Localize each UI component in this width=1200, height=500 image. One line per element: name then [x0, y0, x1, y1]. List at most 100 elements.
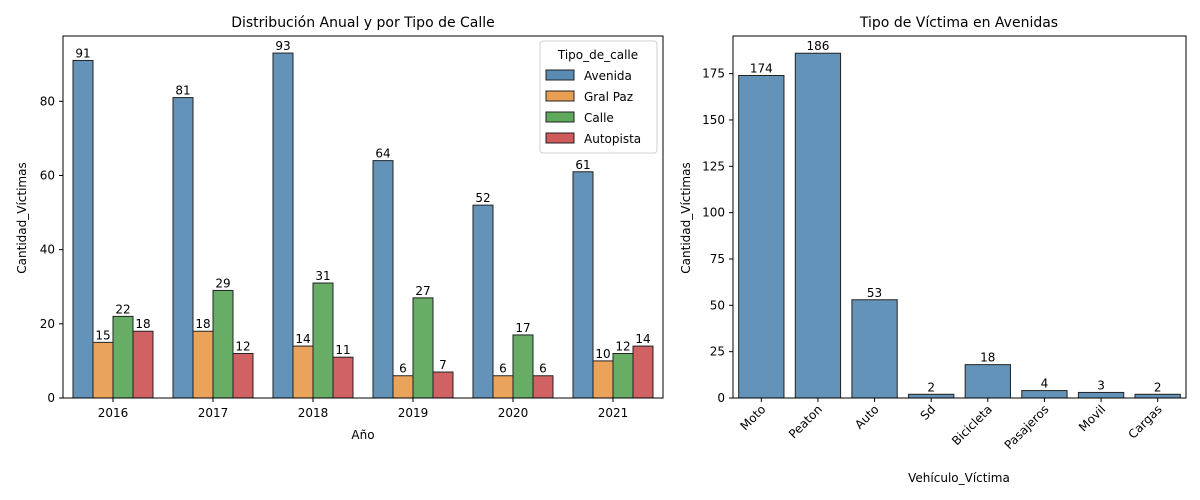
bar-calle-2017: [212, 289, 234, 399]
bar-calle-2019: [412, 297, 434, 399]
x-tick-label: Peaton: [786, 402, 825, 441]
data-label: 14: [295, 332, 310, 346]
y-tick-label: 125: [702, 159, 725, 173]
legend-label: Calle: [584, 111, 614, 125]
bar-sd: [908, 393, 955, 399]
bar-gral-paz-2019: [392, 375, 414, 399]
bar-cargas: [1134, 393, 1181, 399]
bar-avenida-2020: [472, 204, 494, 399]
bar-avenida-2018: [272, 52, 294, 399]
bar-gral-paz-2018: [292, 345, 314, 399]
bar-autopista-2018: [332, 356, 354, 399]
legend-swatch: [545, 90, 575, 102]
data-label: 18: [195, 317, 210, 331]
bar-calle-2021: [612, 352, 634, 399]
bar-autopista-2016: [132, 330, 154, 399]
data-label: 6: [539, 362, 547, 376]
left-chart-frame: [62, 35, 664, 399]
bar-gral-paz-2021: [592, 360, 614, 399]
bar-calle-2016: [112, 315, 134, 399]
bar-avenida-2019: [372, 160, 394, 399]
x-tick-label: Pasajeros: [1002, 402, 1052, 452]
data-label: 12: [235, 339, 250, 353]
bar-autopista-2019: [432, 371, 454, 399]
data-label: 7: [439, 358, 447, 372]
right-chart-title: Tipo de Víctima en Avenidas: [859, 15, 1058, 31]
bar-autopista-2021: [632, 345, 654, 399]
data-label: 174: [750, 61, 773, 75]
left-chart-title: Distribución Anual y por Tipo de Calle: [231, 15, 495, 31]
y-tick-label: 100: [702, 206, 725, 220]
bar-bicicleta: [964, 364, 1011, 399]
legend-title: Tipo_de_calle: [557, 48, 638, 62]
annual-street-type-chart: Distribución Anual y por Tipo de Calle A…: [15, 15, 664, 442]
bar-autopista-2017: [232, 352, 254, 399]
y-tick-label: 25: [710, 345, 725, 359]
left-chart-xlabel: Año: [351, 428, 374, 442]
data-label: 12: [615, 339, 630, 353]
left-chart-ticks: 2016 2017 2018 2019 2020 2021 0 20 40 60 80: [40, 94, 629, 420]
y-tick-label: 0: [47, 391, 55, 405]
x-tick-label: 2016: [98, 406, 129, 420]
x-tick-label: Cargas: [1125, 402, 1164, 441]
y-tick-label: 150: [702, 113, 725, 127]
right-chart-frame: [732, 35, 1187, 399]
data-label: 53: [867, 286, 882, 300]
bar-moto: [738, 74, 785, 399]
legend-box: [539, 40, 658, 154]
data-label: 15: [95, 328, 110, 342]
legend-swatch: [545, 111, 575, 123]
data-label: 2: [1154, 380, 1162, 394]
data-label: 4: [1041, 377, 1049, 391]
y-tick-label: 50: [710, 298, 725, 312]
data-label: 64: [375, 147, 390, 161]
bar-movil: [1077, 391, 1125, 399]
bar-pasajeros: [1021, 390, 1068, 399]
bar-gral-paz-2017: [192, 330, 214, 399]
bar-auto: [851, 299, 898, 399]
data-label: 29: [215, 276, 230, 290]
left-chart-ylabel: Cantidad_Víctimas: [15, 162, 29, 273]
right-chart-ylabel: Cantidad_Víctimas: [679, 162, 693, 273]
data-label: 27: [415, 284, 430, 298]
legend-swatch: [545, 132, 575, 144]
data-label: 91: [75, 46, 90, 60]
bar-calle-2018: [312, 282, 334, 399]
data-label: 22: [115, 302, 130, 316]
right-chart-bars: 174 186 53 2 18 4 3 2: [738, 39, 1181, 399]
x-tick-label: 2017: [198, 406, 229, 420]
bar-calle-2020: [512, 334, 534, 399]
data-label: 2: [927, 380, 935, 394]
x-tick-label: 2021: [598, 406, 629, 420]
x-tick-label: Auto: [852, 402, 882, 432]
data-label: 10: [595, 347, 610, 361]
x-tick-label: 2018: [298, 406, 329, 420]
bar-gral-paz-2016: [92, 341, 114, 399]
legend-swatch: [545, 69, 575, 81]
data-label: 31: [315, 269, 330, 283]
victim-type-avenues-chart: Tipo de Víctima en Avenidas Vehículo_Víc…: [679, 15, 1187, 485]
bar-peaton: [794, 52, 842, 399]
data-label: 52: [475, 191, 490, 205]
y-tick-label: 60: [40, 168, 55, 182]
legend-label: Autopista: [584, 132, 641, 146]
y-tick-label: 40: [40, 243, 55, 257]
legend-label: Gral Paz: [584, 90, 633, 104]
y-tick-label: 75: [710, 252, 725, 266]
y-tick-label: 20: [40, 317, 55, 331]
x-tick-label: Sd: [918, 402, 939, 423]
y-tick-label: 175: [702, 67, 725, 81]
data-label: 186: [806, 39, 829, 53]
left-chart-bars: 91 15 22 18 81 18 29 12 93 14 31 11 64 6 27 7 52 6 17 6 61 10…: [72, 39, 654, 399]
data-label: 6: [399, 362, 407, 376]
y-tick-label: 80: [40, 94, 55, 108]
x-tick-label: Moto: [737, 402, 768, 433]
data-label: 18: [135, 317, 150, 331]
data-label: 61: [575, 158, 590, 172]
bar-avenida-2017: [172, 97, 194, 399]
left-chart-legend: Tipo_de_calle Avenida Gral Paz Calle Autopi…: [539, 40, 658, 154]
x-tick-label: Movil: [1076, 402, 1108, 434]
data-label: 18: [980, 351, 995, 365]
data-label: 11: [335, 343, 350, 357]
